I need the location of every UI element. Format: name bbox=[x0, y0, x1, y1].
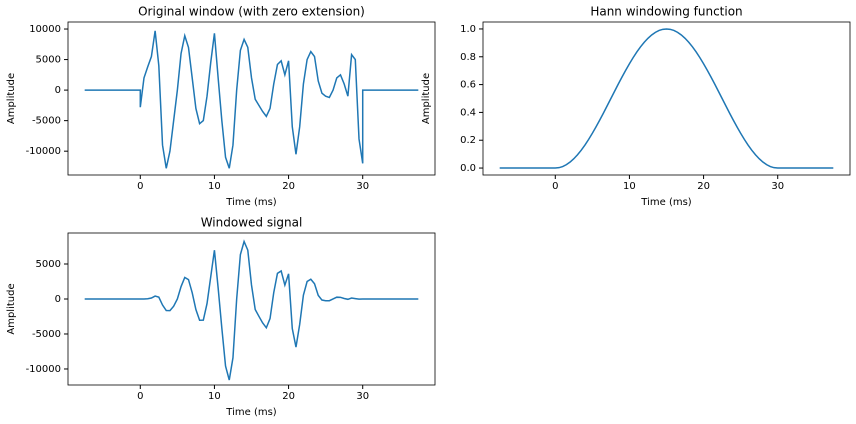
line bbox=[84, 30, 419, 169]
y-axis-label: Amplitude bbox=[421, 73, 432, 124]
line bbox=[84, 239, 419, 381]
x-tick-label: 30 bbox=[356, 181, 369, 192]
x-tick-label: 20 bbox=[282, 181, 295, 192]
y-tick-label: 0.6 bbox=[460, 80, 476, 91]
y-tick-label: -5000 bbox=[32, 329, 61, 340]
x-tick-label: 10 bbox=[208, 391, 221, 402]
y-tick-label: 0 bbox=[55, 85, 61, 96]
chart-title: Hann windowing function bbox=[590, 5, 742, 19]
y-tick-label: 1.0 bbox=[460, 24, 476, 35]
line bbox=[499, 28, 834, 169]
y-tick-label: 10000 bbox=[29, 24, 61, 35]
x-tick-label: 0 bbox=[137, 391, 143, 402]
y-tick-label: -10000 bbox=[26, 364, 61, 375]
x-tick-label: 10 bbox=[623, 181, 636, 192]
axes-frame bbox=[67, 21, 436, 176]
x-axis-label: Time (ms) bbox=[225, 407, 277, 418]
y-tick-label: -10000 bbox=[26, 146, 61, 157]
x-tick-label: 20 bbox=[282, 391, 295, 402]
y-tick-label: 5000 bbox=[36, 55, 61, 66]
x-axis-label: Time (ms) bbox=[225, 197, 277, 208]
y-tick-label: -5000 bbox=[32, 116, 61, 127]
axes-frame bbox=[482, 21, 851, 176]
x-axis-label: Time (ms) bbox=[640, 197, 692, 208]
x-tick-label: 30 bbox=[356, 391, 369, 402]
y-tick-label: 0.8 bbox=[460, 52, 476, 63]
y-tick-label: 0.2 bbox=[460, 135, 476, 146]
x-tick-label: 0 bbox=[137, 181, 143, 192]
y-tick-label: 0 bbox=[55, 294, 61, 305]
y-axis-label: Amplitude bbox=[6, 73, 17, 124]
y-tick-label: 0.0 bbox=[460, 163, 476, 174]
x-tick-label: 10 bbox=[208, 181, 221, 192]
chart-title: Windowed signal bbox=[201, 216, 303, 230]
x-tick-label: 20 bbox=[697, 181, 710, 192]
y-axis-label: Amplitude bbox=[6, 283, 17, 334]
y-tick-label: 0.4 bbox=[460, 107, 476, 118]
chart-title: Original window (with zero extension) bbox=[138, 5, 365, 19]
axes-frame bbox=[67, 232, 436, 386]
x-tick-label: 0 bbox=[552, 181, 558, 192]
y-tick-label: 5000 bbox=[36, 259, 61, 270]
x-tick-label: 30 bbox=[771, 181, 784, 192]
